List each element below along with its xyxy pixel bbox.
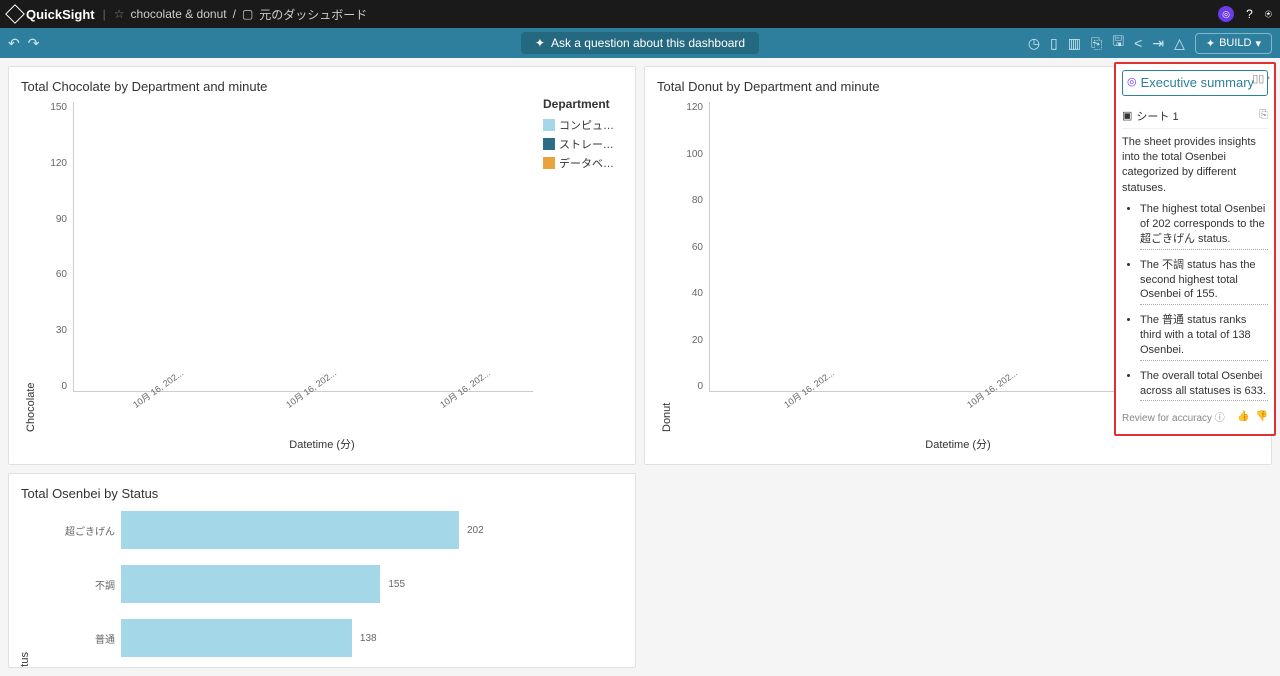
executive-summary-panel: ▯▯ › ◎ Executive summary ▣ シート 1 ⎘ The s… (1114, 62, 1276, 436)
bookmark-icon[interactable]: ▢ (242, 7, 253, 21)
sheet-icon: ▣ (1122, 109, 1132, 122)
sheet-copy-icon[interactable]: ⎘ (1259, 109, 1268, 122)
help-icon[interactable]: ? (1246, 7, 1253, 21)
build-button[interactable]: ✦BUILD▾ (1195, 33, 1272, 54)
redo-icon[interactable]: ↷ (28, 35, 40, 52)
bell-icon[interactable]: △ (1174, 35, 1185, 52)
breadcrumb-title[interactable]: chocolate & donut (131, 7, 227, 21)
legend-item[interactable]: データベー... (543, 155, 623, 171)
expand-icon[interactable]: ⇥ (1152, 35, 1164, 52)
toolbar: ↶ ↷ ✦ Ask a question about this dashboar… (0, 28, 1280, 58)
chart2-ylabel: Donut (657, 102, 677, 432)
chart-chocolate-panel: Total Chocolate by Department and minute… (8, 66, 636, 465)
user-icon[interactable]: ⍟ (1265, 7, 1272, 22)
undo-icon[interactable]: ↶ (8, 35, 20, 52)
hbar-row[interactable]: 不調155 (61, 563, 623, 605)
chart1-ylabel: Chocolate (21, 102, 41, 432)
hbar-row[interactable]: 普通138 (61, 617, 623, 659)
legend-item[interactable]: コンピュー... (543, 117, 623, 133)
chart2-xlabel: Datetime (分) (657, 436, 1259, 452)
chart-osenbei-panel: Total Osenbei by Status 超ごきげん202 不調155 普通1… (8, 473, 636, 668)
export-icon[interactable]: ⎘ (1091, 35, 1102, 52)
chart3-ylabel: tus (19, 652, 31, 667)
brand-logo[interactable]: QuickSight (8, 7, 95, 22)
sparkle-icon: ✦ (535, 36, 545, 50)
chart3-title: Total Osenbei by Status (21, 486, 623, 501)
legend-item[interactable]: ストレージ部 (543, 136, 623, 152)
share-icon[interactable]: < (1134, 35, 1142, 51)
star-icon[interactable]: ☆ (114, 7, 125, 21)
summary-bullet: The 不調 status has the second highest tot… (1140, 258, 1268, 306)
summary-intro: The sheet provides insights into the tot… (1122, 135, 1268, 197)
chart1-xlabel: Datetime (分) (21, 436, 623, 452)
bookmark-toolbar-icon[interactable]: ▯ (1050, 35, 1058, 52)
hbar-row[interactable]: 超ごきげん202 (61, 509, 623, 551)
brand-name: QuickSight (26, 7, 95, 22)
chart1-legend: Department コンピュー...ストレージ部データベー... (543, 97, 623, 174)
summary-bullet: The 普通 status ranks third with a total o… (1140, 313, 1268, 361)
summary-bullet: The overall total Osenbei across all sta… (1140, 369, 1268, 402)
thumbs-down-icon[interactable]: 👎 (1256, 411, 1268, 422)
panel-close-icon[interactable]: › (1266, 72, 1270, 85)
save-icon[interactable]: 🖫 (1112, 31, 1124, 55)
breadcrumb: ☆ chocolate & donut / ▢ 元のダッシュボード (114, 6, 368, 23)
filter-icon[interactable]: ▥ (1068, 35, 1081, 52)
q-assistant-icon[interactable]: ◎ (1218, 6, 1234, 22)
review-label: Review for accuracy ⓘ (1122, 409, 1225, 424)
summary-bullet: The highest total Osenbei of 202 corresp… (1140, 202, 1268, 250)
chart1-title: Total Chocolate by Department and minute (21, 79, 623, 94)
ask-question-button[interactable]: ✦ Ask a question about this dashboard (521, 32, 759, 54)
panel-header[interactable]: ◎ Executive summary (1122, 70, 1268, 96)
breadcrumb-dashboard[interactable]: 元のダッシュボード (259, 6, 367, 23)
thumbs-up-icon[interactable]: 👍 (1237, 411, 1249, 422)
panel-book-icon[interactable]: ▯▯ (1252, 72, 1264, 85)
top-header: QuickSight | ☆ chocolate & donut / ▢ 元のダ… (0, 0, 1280, 28)
sheet-label[interactable]: ▣ シート 1 (1122, 108, 1179, 124)
clock-icon[interactable]: ◷ (1028, 35, 1040, 52)
